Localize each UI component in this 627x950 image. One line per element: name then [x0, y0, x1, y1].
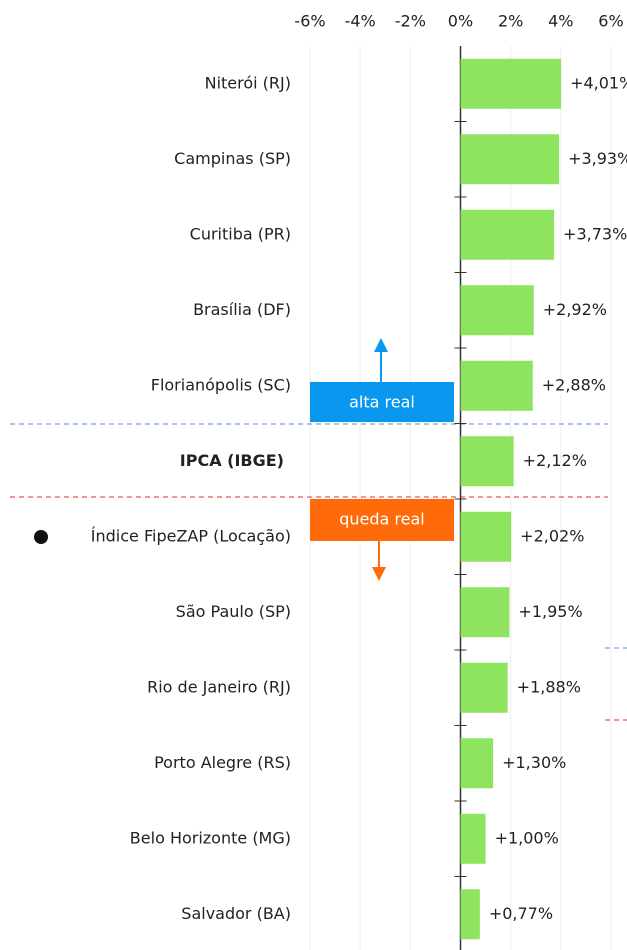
value-label: +1,00% — [495, 828, 559, 847]
value-label: +4,01% — [570, 73, 627, 92]
x-tick-label: 0% — [448, 12, 473, 31]
bar — [460, 285, 534, 336]
bar — [460, 134, 560, 185]
x-tick-label: -2% — [395, 12, 426, 31]
y-tick-label: Porto Alegre (RS) — [154, 753, 291, 772]
queda-label: queda real — [339, 510, 425, 529]
bar — [460, 813, 486, 864]
x-tick-label: -6% — [294, 12, 325, 31]
y-tick-label: Salvador (BA) — [181, 904, 291, 923]
y-tick-label: Niterói (RJ) — [205, 73, 291, 92]
value-label: +1,30% — [502, 753, 566, 772]
bar — [460, 436, 514, 487]
value-label: +2,02% — [520, 526, 584, 545]
alta-box — [310, 382, 454, 422]
queda-box — [310, 499, 454, 541]
y-tick-label: Belo Horizonte (MG) — [130, 828, 291, 847]
value-label: +1,88% — [517, 677, 581, 696]
queda-arrowhead — [372, 567, 386, 581]
value-label: +3,93% — [568, 149, 627, 168]
y-tick-label: Índice FipeZAP (Locação) — [91, 526, 291, 545]
y-tick-label: IPCA (IBGE) — [180, 451, 284, 470]
bar — [460, 738, 494, 789]
value-label: +2,92% — [543, 300, 607, 319]
y-tick-label: Brasília (DF) — [193, 300, 291, 319]
bullet — [34, 530, 48, 544]
bar — [460, 662, 508, 713]
x-tick-label: 6% — [598, 12, 623, 31]
value-label: +0,77% — [489, 904, 553, 923]
value-label: +3,73% — [563, 224, 627, 243]
y-tick-label: São Paulo (SP) — [176, 602, 291, 621]
bar — [460, 209, 555, 260]
value-label: +2,88% — [542, 375, 606, 394]
y-tick-label: Curitiba (PR) — [190, 224, 291, 243]
y-tick-label: Rio de Janeiro (RJ) — [147, 677, 291, 696]
bar — [460, 58, 562, 109]
x-tick-label: 2% — [498, 12, 523, 31]
value-label: +1,95% — [518, 602, 582, 621]
alta-label: alta real — [349, 393, 415, 412]
bar — [460, 360, 533, 411]
bar — [460, 511, 512, 562]
value-label: +2,12% — [523, 451, 587, 470]
y-tick-label: Campinas (SP) — [174, 149, 291, 168]
bar — [460, 587, 510, 638]
x-tick-label: -4% — [345, 12, 376, 31]
bar — [460, 889, 480, 940]
x-tick-label: 4% — [548, 12, 573, 31]
y-tick-label: Florianópolis (SC) — [151, 375, 291, 394]
alta-arrowhead — [374, 338, 388, 352]
